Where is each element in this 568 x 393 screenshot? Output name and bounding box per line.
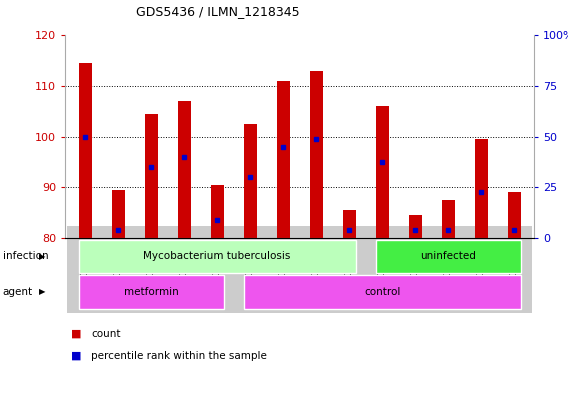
Bar (178, 101, 191, 238)
Bar (474, 139, 488, 238)
Bar (78, 63, 91, 238)
Text: ■: ■ (71, 351, 81, 361)
Text: GDS5436 / ILMN_1218345: GDS5436 / ILMN_1218345 (136, 5, 299, 18)
Bar (408, 215, 421, 238)
Bar (111, 190, 125, 238)
Text: infection: infection (3, 252, 48, 261)
Text: count: count (91, 329, 120, 339)
Text: Mycobacterium tuberculosis: Mycobacterium tuberculosis (144, 252, 291, 261)
Text: ■: ■ (71, 329, 81, 339)
Bar (343, 210, 356, 238)
Bar (277, 81, 290, 238)
Bar (310, 71, 323, 238)
Text: control: control (364, 287, 400, 297)
Text: ▶: ▶ (39, 287, 45, 296)
Bar (441, 200, 455, 238)
Text: ▶: ▶ (39, 252, 45, 261)
Bar (375, 106, 389, 238)
Text: metformin: metformin (124, 287, 178, 297)
Bar (144, 114, 158, 238)
Bar (508, 192, 521, 238)
Text: agent: agent (3, 287, 33, 297)
Text: uninfected: uninfected (420, 252, 476, 261)
Bar (211, 185, 224, 238)
Bar (244, 124, 257, 238)
Text: percentile rank within the sample: percentile rank within the sample (91, 351, 267, 361)
